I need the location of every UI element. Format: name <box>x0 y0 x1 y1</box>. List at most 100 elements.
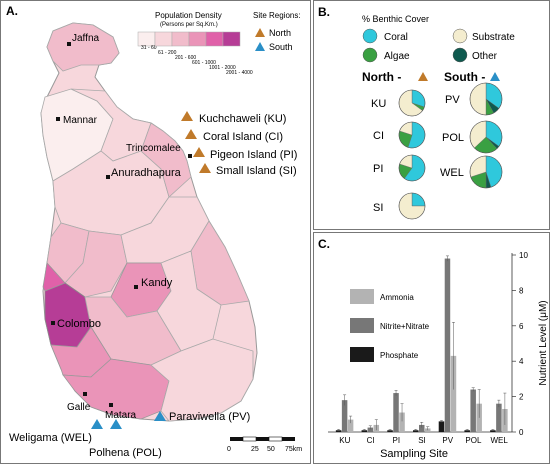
density-swatch <box>205 31 224 47</box>
legend-swatch-other <box>452 47 468 63</box>
south-legend-icon <box>255 42 265 51</box>
pie-label: CI <box>373 130 384 142</box>
bar-nitrite-nitrate <box>419 424 425 432</box>
density-swatch <box>171 31 190 47</box>
density-swatch <box>137 31 156 47</box>
scale-bar <box>230 436 295 442</box>
pie-outline <box>398 89 426 117</box>
x-tick-label: CI <box>367 436 375 445</box>
pie-pv <box>469 82 503 116</box>
density-bin-label: 201 - 600 <box>175 55 196 61</box>
legend-swatch <box>350 347 374 362</box>
site-marker-north <box>199 163 211 173</box>
map-panel: A. <box>0 0 311 464</box>
pie-si <box>398 192 426 220</box>
city-dot <box>56 117 60 121</box>
legend-swatch <box>350 318 374 333</box>
bar-ammonia <box>399 412 405 432</box>
city-label-kandy: Kandy <box>141 277 173 289</box>
city-dot <box>51 321 55 325</box>
site-label: Pigeon Island (PI) <box>210 149 297 161</box>
x-tick-label: KU <box>339 436 350 445</box>
legend-swatch-substrate <box>452 28 468 44</box>
legend-label: Ammonia <box>380 293 414 302</box>
region-legend-title: Site Regions: <box>253 11 301 20</box>
density-legend-title: Population Density <box>155 11 222 20</box>
bar-ammonia <box>347 419 354 432</box>
city-label-jaffna: Jaffna <box>72 33 99 44</box>
density-bin-label: 2001 - 4000 <box>226 70 253 76</box>
pie-label: SI <box>373 202 383 214</box>
legend-swatch-algae <box>362 47 378 63</box>
x-axis-title: Sampling Site <box>380 448 448 460</box>
site-label: Kuchchaweli (KU) <box>199 113 286 125</box>
site-label: Weligama (WEL) <box>9 432 92 444</box>
legend-swatch-coral <box>362 28 378 44</box>
site-label: Coral Island (CI) <box>203 131 283 143</box>
y-axis-title: Nutrient Level (μM) <box>538 300 549 385</box>
city-dot <box>67 42 71 46</box>
density-swatch <box>154 31 173 47</box>
site-label: Paraviwella (PV) <box>169 411 250 423</box>
city-label-colombo: Colombo <box>57 318 101 330</box>
y-tick-label: 4 <box>519 357 524 366</box>
pie-wel <box>469 155 503 189</box>
region-gampaha <box>42 262 66 292</box>
city-label-anuradhapura: Anuradhapura <box>111 167 182 179</box>
density-legend-subtitle: (Persons per Sq.Km.) <box>160 22 218 28</box>
pie-outline <box>398 154 426 182</box>
north-legend-label: North <box>269 28 291 38</box>
city-dot <box>106 175 110 179</box>
bar-nitrite-nitrate <box>444 258 451 432</box>
site-label: Small Island (SI) <box>216 165 297 177</box>
density-bin-label: 31 - 60 <box>141 45 157 51</box>
panel-label-b: B. <box>318 5 330 19</box>
region-hambantota <box>150 338 254 422</box>
site-marker-south <box>110 419 122 429</box>
north-group-label: North - <box>362 70 401 84</box>
density-bin-label: 601 - 1000 <box>192 60 216 66</box>
scale-tick: 25 <box>251 446 259 453</box>
pie-outline <box>469 82 503 116</box>
bar-nitrite-nitrate <box>470 389 476 432</box>
pie-outline <box>469 155 503 189</box>
pie-label: PI <box>373 163 383 175</box>
pie-ci <box>398 121 426 149</box>
x-tick-label: POL <box>465 436 482 445</box>
scale-tick: 75km <box>285 446 302 453</box>
site-marker-north <box>193 147 205 157</box>
city-dot <box>188 154 192 158</box>
region-trincomalee <box>140 122 192 198</box>
x-tick-label: SI <box>418 436 426 445</box>
city-dot <box>83 392 87 396</box>
pie-outline <box>469 120 503 154</box>
sri-lanka-map: Jaffna Mannar Trincomalee Anuradhapura K… <box>9 11 302 459</box>
pie-label: KU <box>371 98 386 110</box>
bar-nitrite-nitrate <box>393 393 399 432</box>
north-legend-icon <box>255 28 265 37</box>
y-tick-label: 2 <box>519 393 524 402</box>
pie-outline <box>398 121 426 149</box>
pie-slice-substrate <box>469 82 487 116</box>
pie-label: WEL <box>440 167 464 179</box>
north-triangle-icon <box>418 72 428 81</box>
legend-label-algae: Algae <box>384 51 410 62</box>
site-label: Polhena (POL) <box>89 447 162 459</box>
south-triangle-icon <box>490 72 500 81</box>
city-dot <box>134 285 138 289</box>
pie-label: POL <box>442 132 464 144</box>
benthic-title: % Benthic Cover <box>362 14 429 24</box>
bar-ammonia <box>425 428 431 432</box>
benthic-pies: % Benthic Cover Coral Substrate Algae Ot… <box>362 14 515 220</box>
x-tick-label: PV <box>442 436 453 445</box>
bar-phosphate <box>438 421 445 432</box>
site-marker-south <box>154 411 166 421</box>
y-tick-label: 8 <box>519 286 524 295</box>
site-marker-north <box>185 129 197 139</box>
scale-tick: 0 <box>227 446 231 453</box>
south-group-label: South - <box>444 70 485 84</box>
city-label-galle: Galle <box>67 402 91 413</box>
site-marker-north <box>181 111 193 121</box>
